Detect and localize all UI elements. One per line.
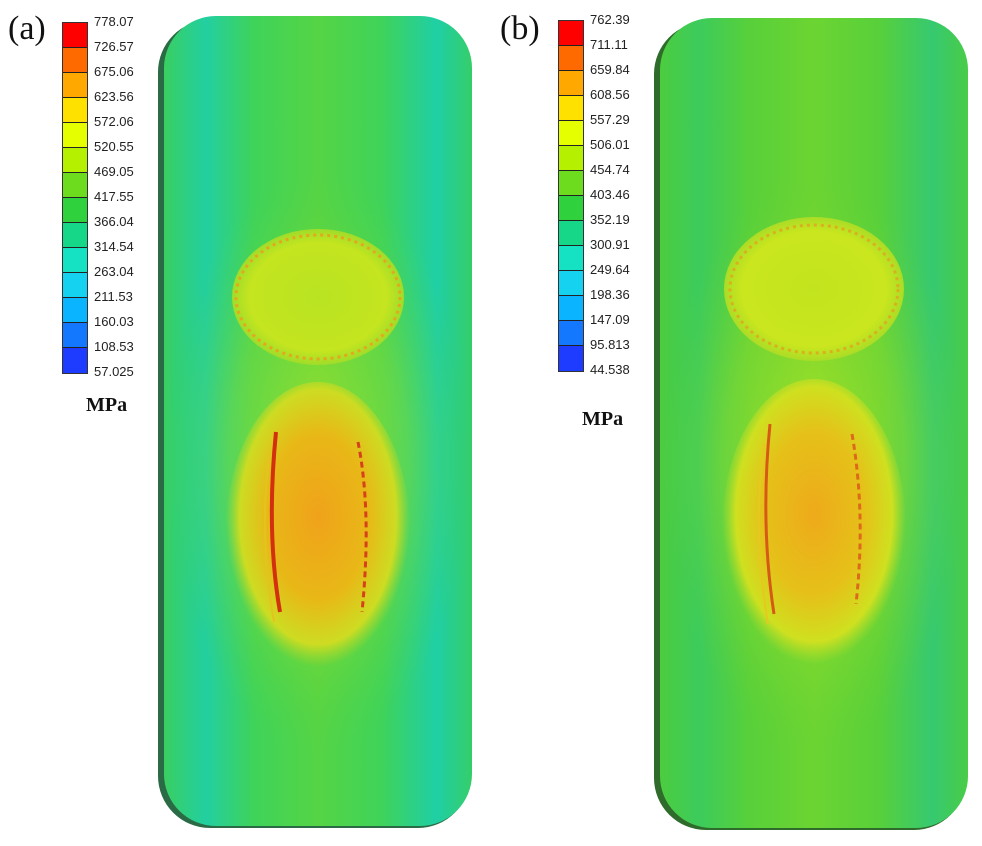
colorbar-swatch <box>63 348 87 373</box>
colorbar-swatch <box>63 323 87 348</box>
colorbar-tick-label: 108.53 <box>94 339 134 354</box>
colorbar-swatch <box>63 148 87 173</box>
colorbar-tick-label: 44.538 <box>590 362 630 377</box>
colorbar-swatch <box>559 246 583 271</box>
colorbar-tick-label: 454.74 <box>590 162 630 177</box>
colorbar-tick-label: 469.05 <box>94 164 134 179</box>
colorbar-swatch <box>63 273 87 298</box>
colorbar-tick-label: 198.36 <box>590 287 630 302</box>
colorbar-swatch <box>63 198 87 223</box>
colorbar-tick-label: 300.91 <box>590 237 630 252</box>
panel-a-unit-label: MPa <box>86 394 128 416</box>
colorbar-tick-label: 572.06 <box>94 114 134 129</box>
panel-a-label: (a) <box>8 10 46 47</box>
colorbar-swatch <box>559 71 583 96</box>
panel-b-unit-label: MPa <box>582 408 624 430</box>
colorbar-swatch <box>63 23 87 48</box>
colorbar-tick-label: 95.813 <box>590 337 630 352</box>
colorbar-swatch <box>63 98 87 123</box>
colorbar-swatch <box>63 123 87 148</box>
colorbar-tick-label: 608.56 <box>590 87 630 102</box>
colorbar-tick-label: 506.01 <box>590 137 630 152</box>
panel-a-stress-contour <box>158 12 478 830</box>
colorbar-tick-label: 659.84 <box>590 62 630 77</box>
colorbar-tick-label: 557.29 <box>590 112 630 127</box>
colorbar-tick-label: 314.54 <box>94 239 134 254</box>
colorbar-swatch <box>559 96 583 121</box>
colorbar-tick-label: 762.39 <box>590 12 630 27</box>
panel-b-label: (b) <box>500 10 540 47</box>
panel-a-colorbar-scale <box>62 22 88 374</box>
colorbar-tick-label: 726.57 <box>94 39 134 54</box>
colorbar-swatch <box>559 221 583 246</box>
panel-a-colorbar-ticks: 778.07 726.57 675.06 623.56 572.06 520.55 469.… <box>94 14 134 389</box>
colorbar-tick-label: 352.19 <box>590 212 630 227</box>
colorbar-swatch <box>559 21 583 46</box>
colorbar-tick-label: 623.56 <box>94 89 134 104</box>
colorbar-tick-label: 147.09 <box>590 312 630 327</box>
colorbar-swatch <box>63 298 87 323</box>
colorbar-swatch <box>63 248 87 273</box>
colorbar-tick-label: 57.025 <box>94 364 134 379</box>
colorbar-swatch <box>559 121 583 146</box>
colorbar-swatch <box>559 296 583 321</box>
colorbar-tick-label: 160.03 <box>94 314 134 329</box>
colorbar-swatch <box>559 146 583 171</box>
colorbar-tick-label: 366.04 <box>94 214 134 229</box>
colorbar-swatch <box>63 223 87 248</box>
colorbar-tick-label: 778.07 <box>94 14 134 29</box>
colorbar-tick-label: 675.06 <box>94 64 134 79</box>
colorbar-tick-label: 520.55 <box>94 139 134 154</box>
colorbar-swatch <box>559 321 583 346</box>
colorbar-swatch <box>63 48 87 73</box>
colorbar-swatch <box>559 196 583 221</box>
colorbar-tick-label: 403.46 <box>590 187 630 202</box>
panel-b-stress-contour <box>654 14 974 832</box>
colorbar-swatch <box>559 271 583 296</box>
colorbar-tick-label: 417.55 <box>94 189 134 204</box>
colorbar-swatch <box>63 73 87 98</box>
colorbar-tick-label: 211.53 <box>94 289 133 304</box>
panel-b-colorbar-ticks: 762.39 711.11 659.84 608.56 557.29 506.01 454.… <box>590 12 630 387</box>
colorbar-swatch <box>63 173 87 198</box>
colorbar-tick-label: 263.04 <box>94 264 134 279</box>
colorbar-swatch <box>559 46 583 71</box>
colorbar-tick-label: 711.11 <box>590 37 628 52</box>
colorbar-swatch <box>559 171 583 196</box>
panel-b-colorbar-scale <box>558 20 584 372</box>
colorbar-tick-label: 249.64 <box>590 262 630 277</box>
colorbar-swatch <box>559 346 583 371</box>
